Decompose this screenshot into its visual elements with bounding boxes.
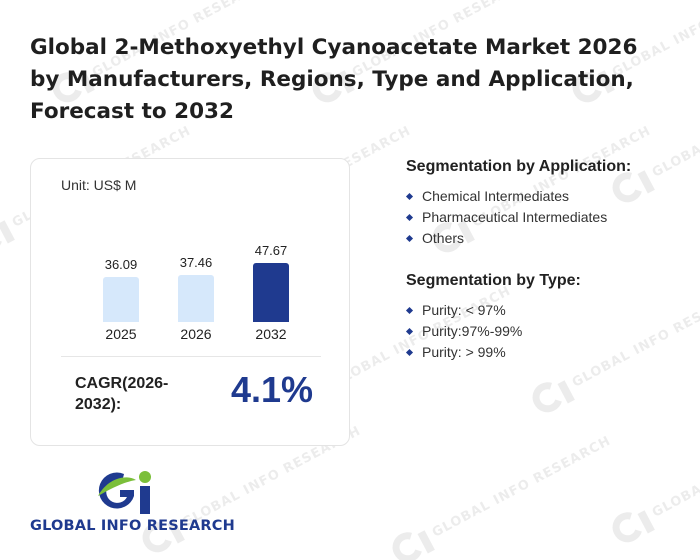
page-title: Global 2-Methoxyethyl Cyanoacetate Marke… [30,35,638,124]
unit-label: Unit: US$ M [61,177,137,193]
segmentation-type: Segmentation by Type: Purity: < 97% Puri… [405,272,686,363]
list-item: Pharmaceutical Intermediates [405,207,686,228]
bar-category-label: 2026 [180,326,212,342]
bullet-icon [405,306,414,315]
application-list: Chemical Intermediates Pharmaceutical In… [405,186,686,249]
segmentation-type-title: Segmentation by Type: [406,272,581,289]
logo-text: GLOBAL INFO RESEARCH [30,518,235,534]
bullet-icon [405,192,414,201]
cagr-label: CAGR(2026-2032): [75,375,169,413]
watermark-logo-icon [386,521,437,560]
bar-chart: 36.09 2025 37.46 2026 47.67 2032 [31,159,351,342]
list-item: Others [405,228,686,249]
list-item: Purity: > 99% [405,342,686,363]
bar-2025 [103,277,139,322]
market-size-card: Unit: US$ M 36.09 2025 37.46 2026 47.67 2032 … [30,158,350,446]
watermark-logo-icon [526,371,577,420]
bullet-icon [405,234,414,243]
bullet-icon [405,213,414,222]
bar-category-label: 2032 [255,326,287,342]
bar-value-label: 37.46 [179,255,213,270]
watermark: GLOBAL INFO RESEARCH [386,425,618,560]
watermark-text: GLOBAL INFO RESEARCH [649,413,700,521]
segmentation-application: Segmentation by Application: Chemical In… [405,158,686,249]
watermark: GLOBAL INFO RESEARCH [606,405,700,550]
type-list: Purity: < 97% Purity:97%-99% Purity: > 9… [405,300,686,363]
company-logo: GLOBAL INFO RESEARCH [30,466,240,538]
bullet-icon [405,327,414,336]
list-item: Chemical Intermediates [405,186,686,207]
bar-2026 [178,275,214,322]
bullet-icon [405,348,414,357]
bar-value-label: 36.09 [104,257,138,272]
watermark-text: GLOBAL INFO RESEARCH [429,433,614,541]
list-item: Purity: < 97% [405,300,686,321]
cagr-value: 4.1% [231,369,314,410]
segmentation-application-title: Segmentation by Application: [406,158,632,175]
gi-logo-icon [98,471,151,514]
bar-category-label: 2025 [105,326,137,342]
watermark-logo-icon [0,211,18,260]
card-divider [61,356,321,357]
watermark-logo-icon [606,501,657,550]
list-item: Purity:97%-99% [405,321,686,342]
bar-2032 [253,263,289,322]
bar-value-label: 47.67 [254,243,288,258]
